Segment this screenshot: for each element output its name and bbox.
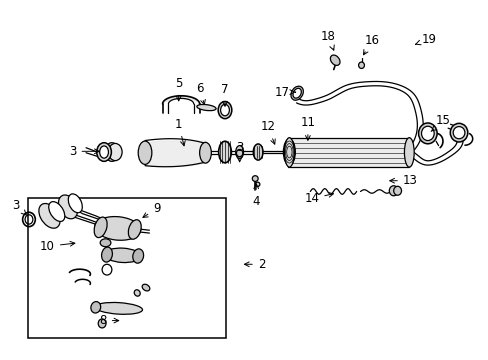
Text: 7: 7 [221,83,228,106]
Ellipse shape [236,149,243,157]
Ellipse shape [134,290,140,296]
Ellipse shape [404,138,413,167]
Ellipse shape [283,139,295,165]
Text: 12: 12 [260,121,275,144]
Text: 17: 17 [274,86,295,99]
Ellipse shape [59,195,77,219]
Ellipse shape [452,127,464,139]
Ellipse shape [358,62,364,68]
Ellipse shape [388,186,397,196]
Ellipse shape [252,176,258,181]
Ellipse shape [104,143,119,161]
Text: 5: 5 [175,77,182,101]
Text: 8: 8 [99,314,119,327]
Ellipse shape [449,123,467,142]
Ellipse shape [393,186,401,195]
Ellipse shape [128,220,141,239]
Ellipse shape [220,104,229,116]
Ellipse shape [330,55,339,66]
Ellipse shape [68,194,82,213]
Ellipse shape [142,284,149,291]
Ellipse shape [133,249,143,263]
Text: 3: 3 [69,145,99,158]
Text: 19: 19 [415,33,435,46]
Ellipse shape [104,248,141,262]
Ellipse shape [197,104,216,111]
Bar [27,198,226,338]
Text: 13: 13 [389,174,417,187]
Text: 15: 15 [430,114,450,131]
Ellipse shape [218,102,231,119]
Ellipse shape [95,217,141,240]
Ellipse shape [91,302,101,313]
Text: 18: 18 [320,30,335,50]
Ellipse shape [255,182,259,186]
Ellipse shape [235,145,243,158]
Text: 14: 14 [304,192,333,205]
Ellipse shape [138,141,152,165]
Ellipse shape [100,239,111,247]
Ellipse shape [95,302,142,314]
Ellipse shape [290,86,303,100]
Text: 3: 3 [235,141,243,162]
Ellipse shape [253,144,263,160]
Ellipse shape [94,217,107,238]
Text: 4: 4 [252,184,260,208]
Bar [288,138,408,167]
Text: 10: 10 [40,240,75,253]
Ellipse shape [39,203,60,228]
Text: 9: 9 [142,202,160,217]
Text: 11: 11 [300,116,315,140]
Text: 3: 3 [13,199,26,215]
Ellipse shape [421,126,433,140]
Text: 6: 6 [196,82,205,104]
Text: 16: 16 [363,33,379,55]
Ellipse shape [284,138,294,167]
Ellipse shape [218,141,231,163]
Ellipse shape [292,88,301,98]
Ellipse shape [49,202,65,221]
Ellipse shape [102,247,112,262]
Ellipse shape [199,142,211,163]
Text: 2: 2 [244,258,265,271]
Ellipse shape [97,143,111,161]
Text: 1: 1 [175,118,185,146]
Ellipse shape [418,123,436,144]
Ellipse shape [108,143,122,161]
Ellipse shape [98,319,106,328]
Ellipse shape [100,146,108,158]
